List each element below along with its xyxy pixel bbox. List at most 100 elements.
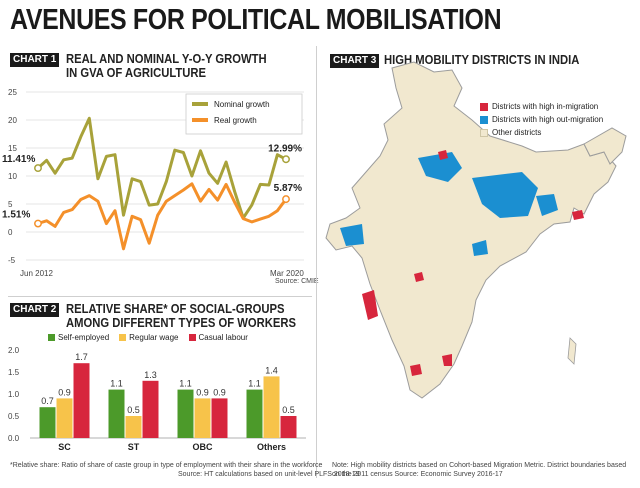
chart3-heading: HIGH MOBILITY DISTRICTS IN INDIA [384, 53, 580, 67]
map-legend-label-in: Districts with high in-migration [492, 102, 599, 111]
swatch-in-migration [480, 102, 488, 111]
legend-label-self-employed: Self-employed [58, 333, 110, 342]
page-title: AVENUES FOR POLITICAL MOBILISATION [10, 4, 502, 36]
swatch-out-migration [480, 115, 488, 124]
y-tick-label: 5 [8, 200, 13, 209]
in-migration-hyderabad [414, 272, 424, 282]
category-label: ST [128, 442, 140, 452]
bar-others-casual-labour [280, 416, 297, 438]
bar-obc-self-employed [177, 389, 194, 438]
series-line-nominal [36, 116, 288, 220]
andaman-islands [567, 337, 577, 365]
end-label-real: 5.87% [274, 183, 302, 194]
y-tick-label: 15 [8, 144, 17, 153]
y-tick-label: 25 [8, 88, 17, 97]
data-label: 1.4 [265, 365, 278, 375]
in-migration-chennai [442, 354, 452, 366]
bar-chart: 0.0 0.5 1.0 1.5 2.0 0.7 0.9 1.7 SC 1.1 0.5 1.3 ST 1.1… [8, 346, 306, 452]
chart3-note-line2: on the 2011 census Source: Economic Surv… [332, 471, 503, 478]
line-legend-box [185, 93, 303, 135]
chart1-heading-line2: IN GVA OF AGRICULTURE [66, 66, 207, 80]
legend-label-casual-labour: Casual labour [198, 333, 248, 342]
y-tick-label: 10 [8, 172, 17, 181]
in-migration-bangalore [410, 364, 422, 376]
end-label-nominal: 12.99% [268, 143, 302, 154]
map-legend-in-migration: Districts with high in-migration [480, 100, 603, 113]
data-label: 0.5 [127, 405, 140, 415]
y-tick-label: 0.0 [8, 434, 20, 443]
map-legend-out-migration: Districts with high out-migration [480, 113, 603, 126]
swatch-regular-wage [119, 334, 127, 341]
start-label-nominal: 11.41% [2, 154, 35, 165]
data-label: 0.9 [58, 387, 71, 397]
out-migration-cluster-west [340, 224, 364, 246]
legend-label-real: Real growth [214, 116, 257, 125]
bar-legend: Self-employed Regular wage Casual labour [48, 333, 258, 342]
category-label: SC [58, 442, 71, 452]
swatch-self-employed [48, 334, 55, 341]
chart1-source: Source: CMIE [275, 278, 319, 285]
chart3-note-line1: Note: High mobility districts based on C… [332, 462, 627, 469]
data-label: 1.7 [75, 352, 88, 362]
y-tick-label: 1.0 [8, 390, 20, 399]
map-legend-other: Other districts [480, 126, 603, 139]
data-point-real [282, 195, 290, 204]
category-label: OBC [193, 442, 214, 452]
chart3-tag: CHART 3 [330, 54, 380, 68]
legend-label-nominal: Nominal growth [214, 100, 270, 109]
chart2-source: Source: HT calculations based on unit-le… [178, 471, 360, 478]
swatch-casual-labour [188, 334, 196, 341]
start-label-real: 1.51% [2, 210, 30, 221]
bar-sc-self-employed [39, 407, 56, 438]
data-label: 0.5 [282, 405, 295, 415]
data-label: 1.3 [144, 370, 157, 380]
divider-vertical [316, 46, 317, 478]
data-label: 1.1 [179, 379, 192, 389]
out-migration-cluster-north [418, 152, 462, 182]
data-point-real [34, 219, 42, 228]
in-migration-kolkata [572, 210, 584, 220]
northeast-outline [583, 127, 627, 165]
chart1-tag: CHART 1 [10, 53, 60, 67]
line-legend: Nominal growth Real growth [185, 93, 303, 135]
y-tick-label: 0 [8, 228, 13, 237]
line-chart: 25 20 15 10 5 0 -5 11.41% 1.51% 12.99% 5.87% Jun 20… [2, 88, 304, 278]
india-outline [325, 61, 617, 399]
map-legend-label-out: Districts with high out-migration [492, 115, 604, 124]
legend-casual-labour: Casual labour [188, 333, 248, 342]
map-legend: Districts with high in-migration Distric… [480, 100, 603, 139]
chart1-heading-line1: REAL AND NOMINAL Y-O-Y GROWTH [66, 52, 267, 66]
data-label: 1.1 [110, 379, 123, 389]
bar-st-casual-labour [142, 380, 159, 438]
data-label: 0.7 [41, 396, 54, 406]
legend-self-employed: Self-employed [48, 333, 109, 342]
data-label: 1.1 [248, 379, 261, 389]
chart2-heading-line2: AMONG DIFFERENT TYPES OF WORKERS [66, 316, 297, 330]
in-migration-delhi [438, 150, 448, 160]
bar-sc-regular-wage [56, 398, 73, 438]
bar-sc-casual-labour [73, 363, 90, 438]
data-label: 0.9 [196, 387, 209, 397]
swatch-other [480, 128, 488, 137]
data-label: 0.9 [213, 387, 226, 397]
y-tick-label: 2.0 [8, 346, 20, 355]
x-end-label: Mar 2020 [270, 269, 304, 278]
bar-others-regular-wage [263, 376, 280, 438]
legend-regular-wage: Regular wage [119, 333, 179, 342]
bar-obc-casual-labour [211, 398, 228, 438]
data-point-nominal [282, 155, 290, 164]
chart2-heading-line1: RELATIVE SHARE* OF SOCIAL-GROUPS [66, 302, 285, 316]
series-line-real [36, 182, 288, 251]
out-migration-cluster-gangetic [472, 172, 538, 218]
bar-st-regular-wage [125, 416, 142, 438]
legend-label-regular-wage: Regular wage [129, 333, 179, 342]
x-start-label: Jun 2012 [20, 269, 53, 278]
divider-horizontal [8, 296, 312, 297]
bar-obc-regular-wage [194, 398, 211, 438]
out-migration-cluster-central [472, 240, 488, 256]
category-label: Others [257, 442, 286, 452]
bar-st-self-employed [108, 389, 125, 438]
chart2-tag: CHART 2 [10, 303, 60, 317]
y-tick-label: 1.5 [8, 368, 20, 377]
map-legend-label-other: Other districts [492, 128, 542, 137]
